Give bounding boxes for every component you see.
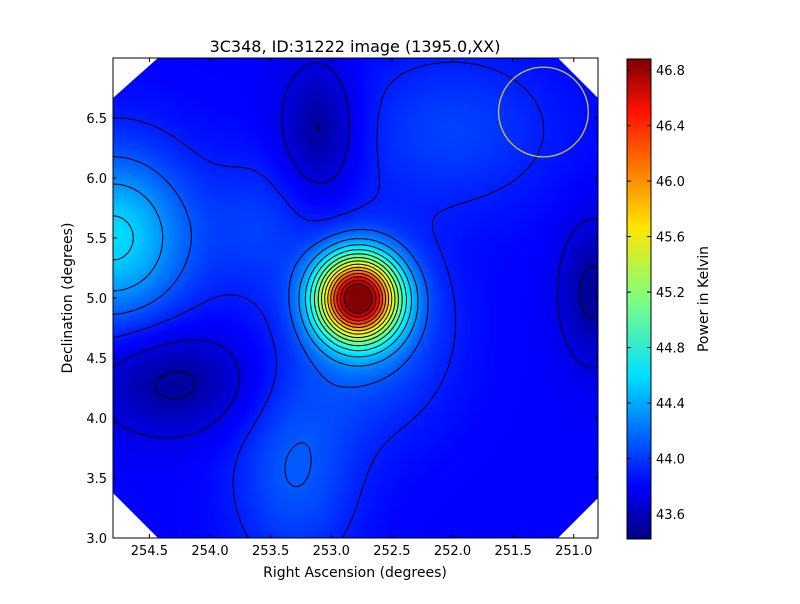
x-tick-label: 251.0 (555, 544, 592, 559)
contour-line (154, 124, 598, 400)
y-tick-label: 3.0 (86, 532, 107, 547)
contour-line (339, 279, 377, 318)
contour-line (113, 61, 545, 538)
y-tick-label: 3.5 (86, 472, 107, 487)
contour-line (113, 156, 429, 488)
colorbar-tick-label: 45.6 (656, 231, 685, 246)
colorbar-tick-label: 46.8 (656, 64, 685, 79)
y-tick-label: 4.5 (86, 352, 107, 367)
y-tick-label: 5.5 (86, 232, 107, 247)
contour-line (317, 257, 399, 342)
colorbar-tick-label: 44.8 (656, 342, 685, 357)
contour-line (336, 276, 380, 322)
colorbar-label: Power in Kelvin (696, 246, 712, 352)
contour-line (327, 266, 390, 332)
contour-line (343, 283, 373, 314)
x-tick-label: 252.5 (373, 544, 410, 559)
contour-line (324, 263, 393, 335)
y-tick-label: 6.5 (86, 112, 107, 127)
colorbar-ticks: 43.6 44.0 44.4 44.8 45.2 45.6 46.0 46.4 46.8 (627, 64, 685, 523)
x-axis: 254.5 254.0 253.5 253.0 252.5 252.0 251.5 251.0 (131, 58, 592, 559)
heatmap-image (113, 58, 598, 538)
x-tick-label: 251.5 (495, 544, 532, 559)
heatmap-plot (112, 57, 599, 539)
colorbar-tick-label: 44.4 (656, 397, 685, 412)
y-tick-label: 6.0 (86, 172, 107, 187)
contour-line (333, 272, 384, 325)
y-axis-label: Declination (degrees) (60, 223, 76, 374)
x-axis-label: Right Ascension (degrees) (263, 565, 447, 581)
y-axis: 3.0 3.5 4.0 4.5 5.0 5.5 6.0 6.5 (86, 112, 598, 547)
colorbar: 43.6 44.0 44.4 44.8 45.2 45.6 46.0 46.4 46.8 Pow… (626, 58, 712, 540)
contour-line (113, 215, 412, 358)
colorbar-tick-label: 46.0 (656, 175, 685, 190)
contour-line (309, 249, 407, 352)
y-tick-label: 5.0 (86, 292, 107, 307)
colorbar-gradient (626, 58, 652, 540)
colorbar-tick-label: 44.0 (656, 453, 685, 468)
x-tick-label: 254.5 (131, 544, 168, 559)
contour-line (113, 183, 419, 367)
x-tick-label: 253.5 (252, 544, 289, 559)
contour-line (321, 260, 396, 339)
x-tick-label: 252.0 (434, 544, 471, 559)
contour-line (313, 253, 403, 347)
contour-line (113, 62, 598, 439)
x-tick-label: 253.0 (313, 544, 350, 559)
x-tick-label: 254.0 (191, 544, 228, 559)
colorbar-tick-label: 45.2 (656, 286, 685, 301)
chart-title: 3C348, ID:31222 image (1395.0,XX) (210, 37, 501, 56)
y-tick-label: 4.0 (86, 412, 107, 427)
colorbar-tick-label: 43.6 (656, 508, 685, 523)
contour-line (330, 269, 387, 328)
contour-lines (113, 61, 598, 538)
beam-circle (497, 66, 589, 158)
colorbar-tick-label: 46.4 (656, 120, 685, 135)
